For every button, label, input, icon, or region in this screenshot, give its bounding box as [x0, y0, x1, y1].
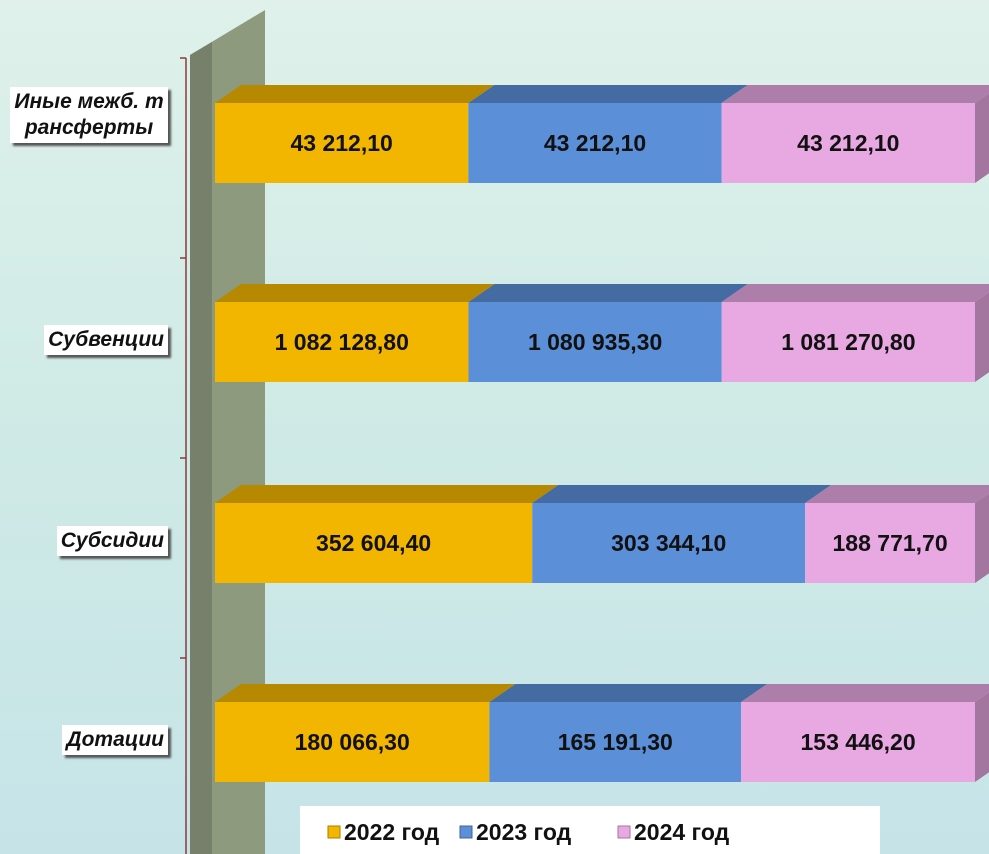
- bar-top: [532, 485, 832, 503]
- value-label: 180 066,30: [295, 729, 410, 755]
- wall-edge: [190, 42, 212, 854]
- bar: [215, 702, 490, 782]
- bar: [468, 103, 722, 183]
- category-label: Дотации: [62, 725, 168, 755]
- bar-top: [215, 684, 516, 702]
- value-label: 352 604,40: [316, 530, 431, 556]
- bar: [468, 302, 722, 382]
- bar-side: [975, 93, 989, 183]
- legend-swatch: [617, 825, 631, 839]
- bar-top: [468, 284, 748, 302]
- category-label: Субвенции: [44, 325, 168, 355]
- value-label: 188 771,70: [833, 530, 948, 556]
- bar-side: [975, 692, 989, 782]
- bar: [215, 103, 469, 183]
- bar: [741, 702, 975, 782]
- bar: [532, 503, 806, 583]
- value-label: 43 212,10: [544, 130, 646, 156]
- bar-top: [721, 85, 989, 103]
- bar-side: [975, 292, 989, 382]
- bar-top: [468, 85, 748, 103]
- bar-top: [489, 684, 768, 702]
- bar: [721, 302, 975, 382]
- bar: [805, 503, 975, 583]
- legend-label: 2022 год: [344, 819, 440, 845]
- value-label: 303 344,10: [611, 530, 726, 556]
- legend-swatch: [327, 825, 341, 839]
- bar: [721, 103, 975, 183]
- value-label: 43 212,10: [291, 130, 393, 156]
- legend-label: 2023 год: [476, 819, 572, 845]
- value-label: 43 212,10: [797, 130, 899, 156]
- value-label: 153 446,20: [801, 729, 916, 755]
- bar-top: [215, 85, 495, 103]
- category-label: Субсидии: [56, 526, 168, 556]
- value-label: 1 080 935,30: [528, 329, 662, 355]
- bar-top: [721, 284, 989, 302]
- bar-top: [215, 284, 495, 302]
- bar-top: [215, 485, 559, 503]
- value-label: 165 191,30: [558, 729, 673, 755]
- bar-side: [975, 493, 989, 583]
- bar-top: [805, 485, 989, 503]
- bar: [215, 503, 533, 583]
- bar: [489, 702, 742, 782]
- bar: [215, 302, 469, 382]
- value-label: 1 081 270,80: [781, 329, 915, 355]
- legend-swatch: [459, 825, 473, 839]
- legend-label: 2024 год: [634, 819, 730, 845]
- legend-box: [300, 806, 880, 854]
- category-label: Иные межб. трансферты: [10, 87, 168, 143]
- value-label: 1 082 128,80: [275, 329, 409, 355]
- bar-top: [741, 684, 989, 702]
